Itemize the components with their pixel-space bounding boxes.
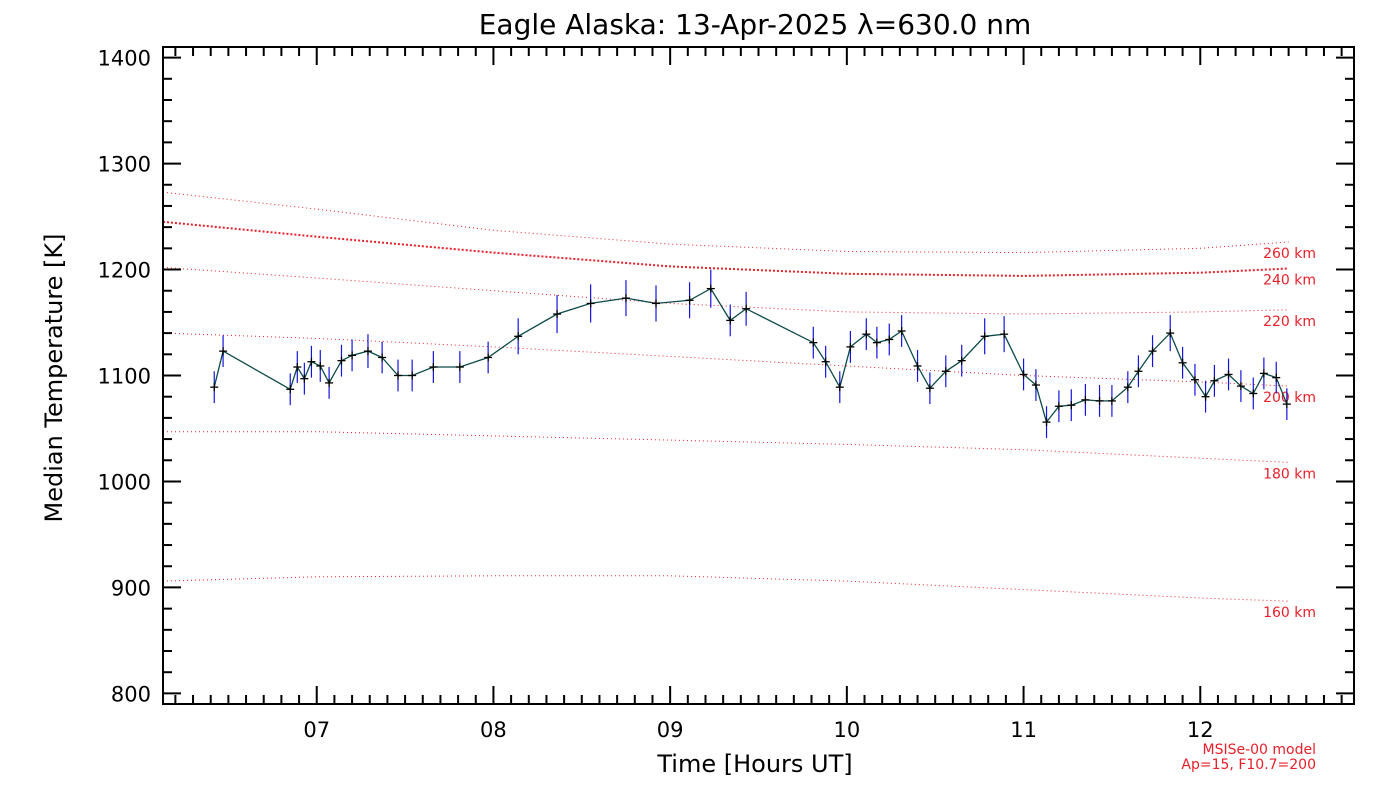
data-point bbox=[1054, 402, 1063, 411]
y-tick-label: 1200 bbox=[98, 259, 151, 283]
model-curves: 160 km 180 km 200 km 220 km 240 km 260 km bbox=[162, 191, 1316, 621]
data-point bbox=[872, 338, 881, 347]
y-tick-label: 1400 bbox=[98, 47, 151, 71]
data-point bbox=[1166, 329, 1175, 338]
data-point bbox=[1000, 330, 1009, 339]
data-point bbox=[1148, 347, 1157, 356]
y-tick-label: 900 bbox=[111, 576, 151, 600]
data-point bbox=[621, 294, 630, 303]
data-point bbox=[726, 316, 735, 325]
x-tick-label: 08 bbox=[480, 718, 507, 742]
data-point bbox=[348, 351, 357, 360]
data-point bbox=[553, 310, 562, 319]
data-point bbox=[846, 342, 855, 351]
data-point bbox=[1224, 370, 1233, 379]
data-point bbox=[821, 357, 830, 366]
model-curve-260km bbox=[162, 191, 1289, 254]
series-line bbox=[213, 287, 1288, 424]
data-point bbox=[484, 353, 493, 362]
y-axis-label: Median Temperature [K] bbox=[40, 233, 68, 522]
x-tick-label: 12 bbox=[1187, 718, 1214, 742]
data-point bbox=[394, 371, 403, 380]
data-point bbox=[742, 304, 751, 313]
model-annotation: MSISe-00 model bbox=[1202, 742, 1316, 758]
x-tick-label: 10 bbox=[834, 718, 861, 742]
model-parameters-annotation: Ap=15, F10.7=200 bbox=[1181, 757, 1316, 773]
model-curve-240km bbox=[162, 220, 1289, 277]
x-tick-label: 07 bbox=[303, 718, 330, 742]
data-point bbox=[1190, 375, 1199, 384]
data-point bbox=[325, 378, 334, 387]
data-point bbox=[897, 326, 906, 335]
data-point bbox=[455, 363, 464, 372]
data-point bbox=[1031, 381, 1040, 390]
data-point bbox=[652, 299, 661, 308]
model-curve-label: 180 km bbox=[1263, 466, 1316, 482]
data-point bbox=[980, 332, 989, 341]
data-point bbox=[1178, 358, 1187, 367]
x-tick-label: 11 bbox=[1010, 718, 1037, 742]
data-point bbox=[685, 296, 694, 305]
data-point bbox=[1236, 382, 1245, 391]
model-curve-160km bbox=[162, 575, 1289, 602]
model-curve-label: 240 km bbox=[1263, 273, 1316, 289]
data-point bbox=[1123, 383, 1132, 392]
data-point bbox=[378, 353, 387, 362]
data-point bbox=[1201, 392, 1210, 401]
y-tick-label: 1000 bbox=[98, 471, 151, 495]
data-point bbox=[1259, 369, 1268, 378]
data-point bbox=[1282, 400, 1291, 409]
model-curve-200km bbox=[162, 332, 1289, 387]
data-point bbox=[293, 363, 302, 372]
data-point bbox=[1095, 396, 1104, 405]
data-point bbox=[408, 371, 417, 380]
data-point bbox=[337, 356, 346, 365]
data-point bbox=[307, 357, 316, 366]
data-point bbox=[210, 383, 219, 392]
data-point bbox=[1081, 395, 1090, 404]
data-point bbox=[835, 383, 844, 392]
chart-title: Eagle Alaska: 13-Apr-2025 λ=630.0 nm bbox=[479, 8, 1032, 41]
data-point bbox=[1042, 418, 1051, 427]
x-axis-label: Time [Hours UT] bbox=[656, 750, 852, 778]
axes: 07 08 09 10 11 12 800 900 1000 1100 1200 1300 1400 bbox=[98, 47, 1354, 742]
data-point bbox=[1067, 401, 1076, 410]
data-point bbox=[300, 374, 309, 383]
model-curve-180km bbox=[163, 431, 1289, 463]
data-point bbox=[429, 363, 438, 372]
y-tick-label: 800 bbox=[111, 682, 151, 706]
y-tick-label: 1300 bbox=[98, 153, 151, 177]
model-curve-label: 160 km bbox=[1263, 605, 1316, 621]
data-point bbox=[219, 347, 228, 356]
data-point bbox=[586, 299, 595, 308]
data-point bbox=[885, 335, 894, 344]
model-curve-label: 200 km bbox=[1263, 390, 1316, 406]
data-point bbox=[1134, 367, 1143, 376]
x-tick-label: 09 bbox=[657, 718, 684, 742]
model-curve-label: 260 km bbox=[1263, 246, 1316, 262]
data-point bbox=[1019, 370, 1028, 379]
data-point bbox=[316, 361, 325, 370]
data-point bbox=[286, 385, 295, 394]
data-point bbox=[1210, 376, 1219, 385]
data-point bbox=[363, 347, 372, 356]
data-series bbox=[210, 269, 1291, 439]
model-curve-220km bbox=[162, 266, 1289, 315]
data-point bbox=[925, 384, 934, 393]
data-point bbox=[1272, 373, 1281, 382]
data-point bbox=[1107, 396, 1116, 405]
data-point bbox=[913, 361, 922, 370]
y-tick-label: 1100 bbox=[98, 365, 151, 389]
data-point bbox=[862, 330, 871, 339]
data-point bbox=[809, 338, 818, 347]
data-point bbox=[514, 332, 523, 341]
data-point bbox=[957, 356, 966, 365]
data-point bbox=[706, 284, 715, 293]
data-point bbox=[941, 367, 950, 376]
model-curve-label: 220 km bbox=[1263, 314, 1316, 330]
data-point bbox=[1249, 389, 1258, 398]
